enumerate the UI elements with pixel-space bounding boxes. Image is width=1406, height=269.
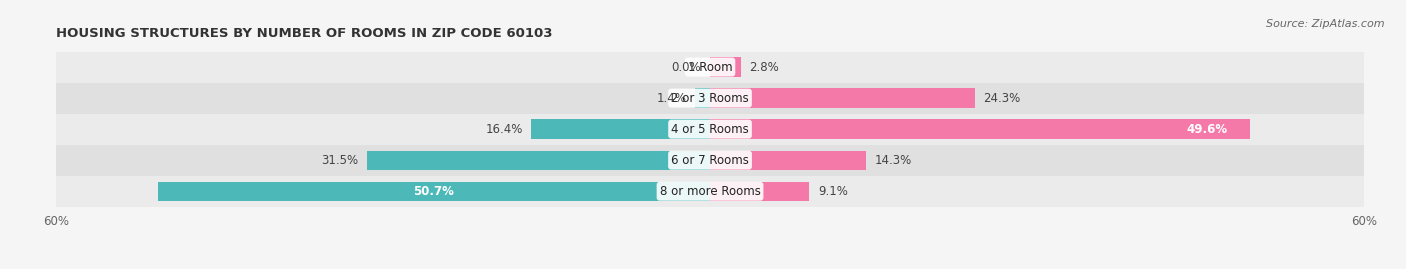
Text: 1.4%: 1.4% (657, 91, 686, 105)
Bar (56, 176, 1364, 207)
Text: Source: ZipAtlas.com: Source: ZipAtlas.com (1267, 19, 1385, 29)
Text: 50.7%: 50.7% (413, 185, 454, 198)
Text: 2 or 3 Rooms: 2 or 3 Rooms (671, 91, 749, 105)
Text: 1 Room: 1 Room (688, 61, 733, 73)
Bar (367, 151, 710, 170)
Text: 9.1%: 9.1% (818, 185, 848, 198)
Text: 24.3%: 24.3% (984, 91, 1021, 105)
Bar (56, 52, 1364, 83)
Bar (56, 145, 1364, 176)
Bar (710, 89, 974, 108)
Bar (710, 182, 810, 201)
Text: 0.0%: 0.0% (672, 61, 702, 73)
Text: 8 or more Rooms: 8 or more Rooms (659, 185, 761, 198)
Bar (157, 182, 710, 201)
Bar (56, 83, 1364, 114)
Bar (710, 57, 741, 77)
Bar (710, 151, 866, 170)
Text: 2.8%: 2.8% (749, 61, 779, 73)
Text: 49.6%: 49.6% (1187, 123, 1227, 136)
Text: 14.3%: 14.3% (875, 154, 912, 167)
Text: 6 or 7 Rooms: 6 or 7 Rooms (671, 154, 749, 167)
Bar (710, 119, 1250, 139)
Text: HOUSING STRUCTURES BY NUMBER OF ROOMS IN ZIP CODE 60103: HOUSING STRUCTURES BY NUMBER OF ROOMS IN… (56, 27, 553, 40)
Bar (695, 89, 710, 108)
Bar (56, 114, 1364, 145)
Text: 4 or 5 Rooms: 4 or 5 Rooms (671, 123, 749, 136)
Text: 31.5%: 31.5% (321, 154, 359, 167)
Text: 16.4%: 16.4% (485, 123, 523, 136)
Bar (531, 119, 710, 139)
